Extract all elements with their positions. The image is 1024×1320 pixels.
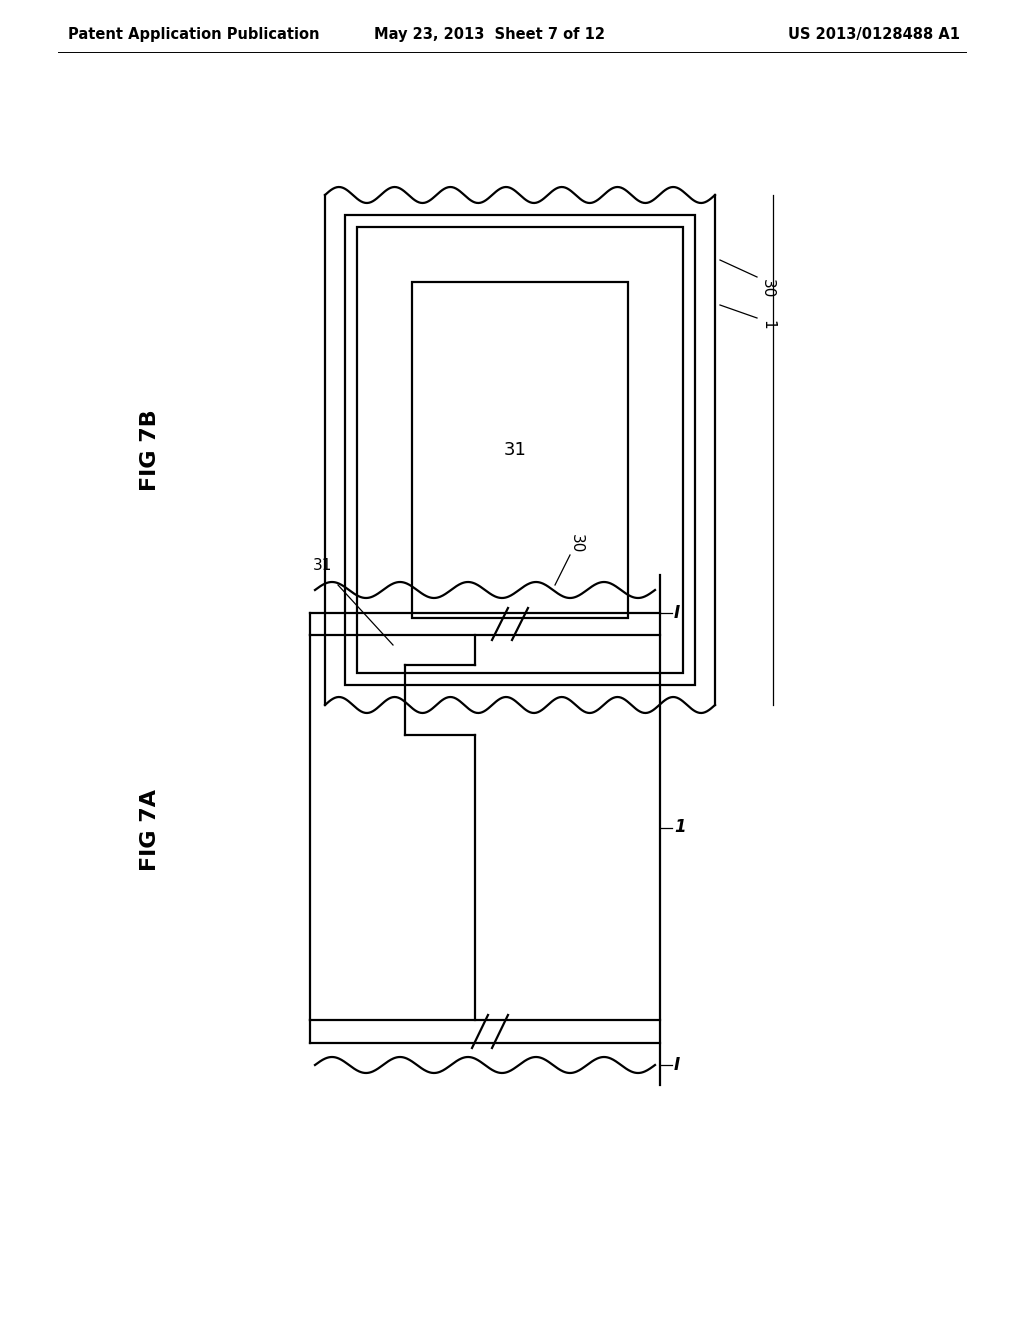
Text: 1: 1 [760, 319, 775, 330]
Bar [357, 227, 683, 673]
Text: I: I [674, 1056, 680, 1074]
Text: 31: 31 [313, 558, 333, 573]
Text: 31: 31 [504, 441, 526, 459]
Text: Patent Application Publication: Patent Application Publication [68, 28, 319, 42]
Bar [412, 282, 628, 618]
Text: FIG 7B: FIG 7B [140, 409, 160, 491]
Text: May 23, 2013  Sheet 7 of 12: May 23, 2013 Sheet 7 of 12 [375, 28, 605, 42]
Text: US 2013/0128488 A1: US 2013/0128488 A1 [788, 28, 961, 42]
Text: 30: 30 [569, 533, 584, 553]
Text: FIG 7A: FIG 7A [140, 789, 160, 871]
Text: 30: 30 [760, 279, 775, 298]
Text: 1: 1 [674, 818, 686, 837]
Bar [345, 215, 695, 685]
Text: I: I [674, 605, 680, 622]
